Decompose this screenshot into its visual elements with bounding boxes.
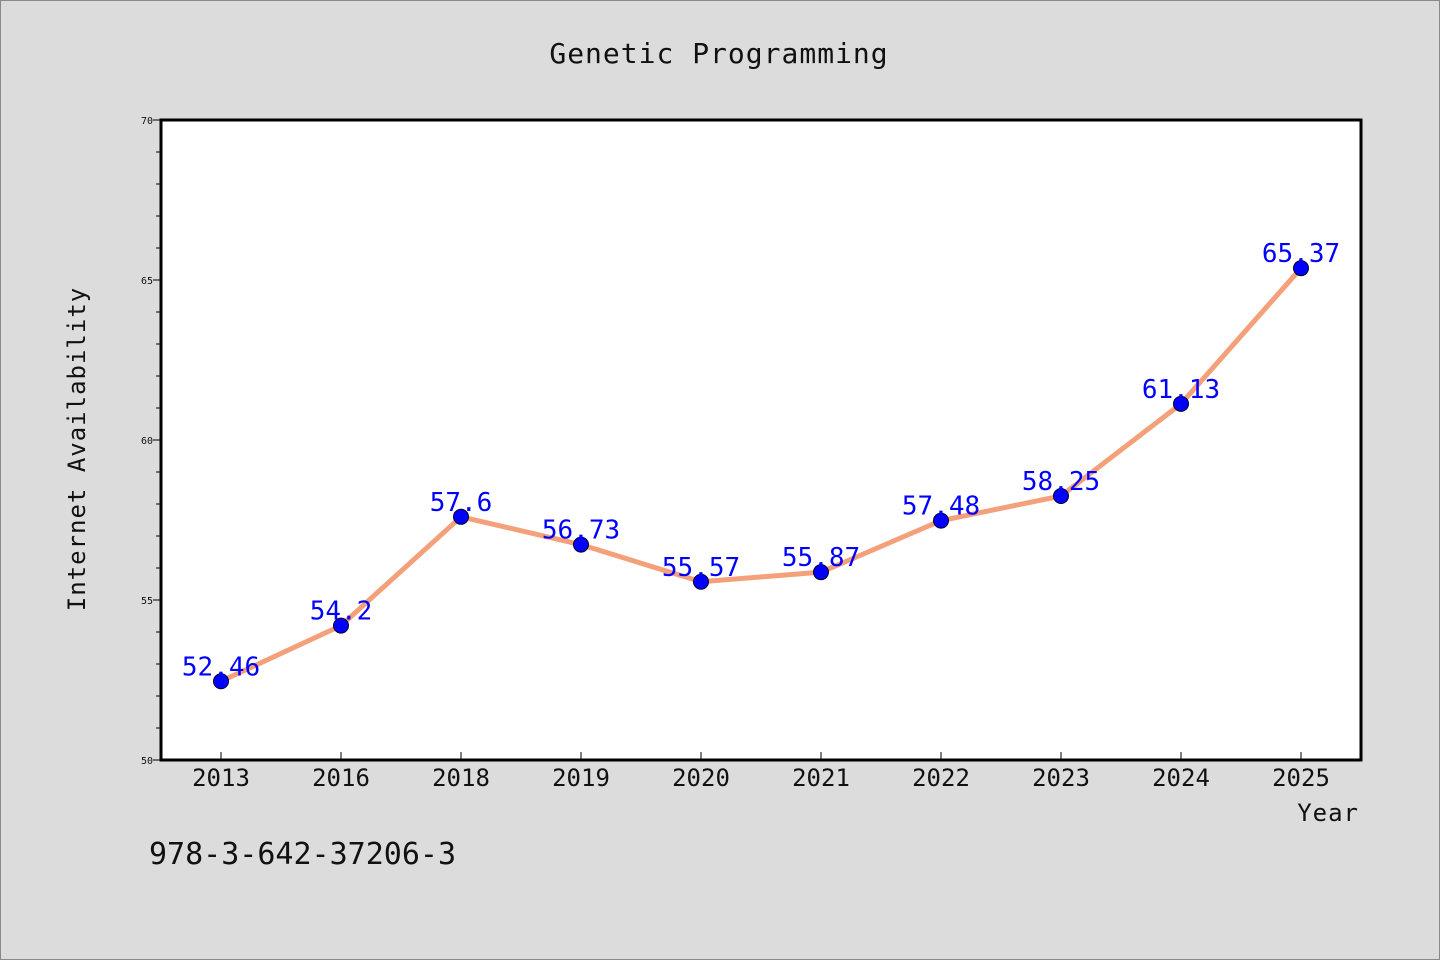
x-axis: 2013 2016 2018 2019 2020 2021 2022 2023 2024 2025 [192,752,1330,792]
x-tick-label: 2023 [1032,764,1090,792]
data-label: 57.48 [902,492,980,522]
x-tick-label: 2019 [552,764,610,792]
x-tick-label: 2018 [432,764,490,792]
footnote-isbn: 978-3-642-37206-3 [149,837,456,872]
data-label: 55.57 [662,553,740,583]
data-label: 54.2 [310,597,373,627]
x-tick-label: 2020 [672,764,730,792]
data-point [333,617,349,634]
data-label: 55.87 [782,543,860,573]
plot-area [159,118,1363,762]
x-tick-label: 2022 [912,764,970,792]
y-tick-label: 50 [141,756,153,767]
x-axis-label: Year [1297,799,1359,827]
data-point [213,673,229,690]
data-series: 52.46 54.2 57.6 56.73 55.57 55.87 57.48 58.25 61… [182,239,1340,690]
data-point [453,508,469,525]
y-tick-label: 60 [141,436,153,447]
data-point [693,573,709,590]
data-label: 58.25 [1022,467,1100,497]
y-axis: 50 55 60 65 70 [141,116,161,767]
y-tick-label: 65 [141,276,153,287]
x-tick-label: 2016 [312,764,370,792]
y-tick-label: 70 [141,116,153,127]
data-point [573,536,589,553]
data-point [933,512,949,529]
y-tick-label: 55 [141,596,153,607]
x-tick-label: 2013 [192,764,250,792]
data-label: 52.46 [182,652,260,682]
data-label: 65.37 [1262,239,1340,269]
x-tick-label: 2024 [1152,764,1210,792]
x-tick-label: 2025 [1272,764,1330,792]
chart-title: Genetic Programming [549,37,888,70]
data-point [1293,260,1309,277]
x-tick-label: 2021 [792,764,850,792]
data-label: 56.73 [542,516,620,546]
data-label: 57.6 [430,488,493,518]
data-point [1053,488,1069,504]
series-line [218,265,1304,684]
y-axis-label: Internet Availability [63,287,91,611]
data-label: 61.13 [1142,375,1220,405]
data-point [1173,395,1189,412]
data-point [813,564,829,581]
